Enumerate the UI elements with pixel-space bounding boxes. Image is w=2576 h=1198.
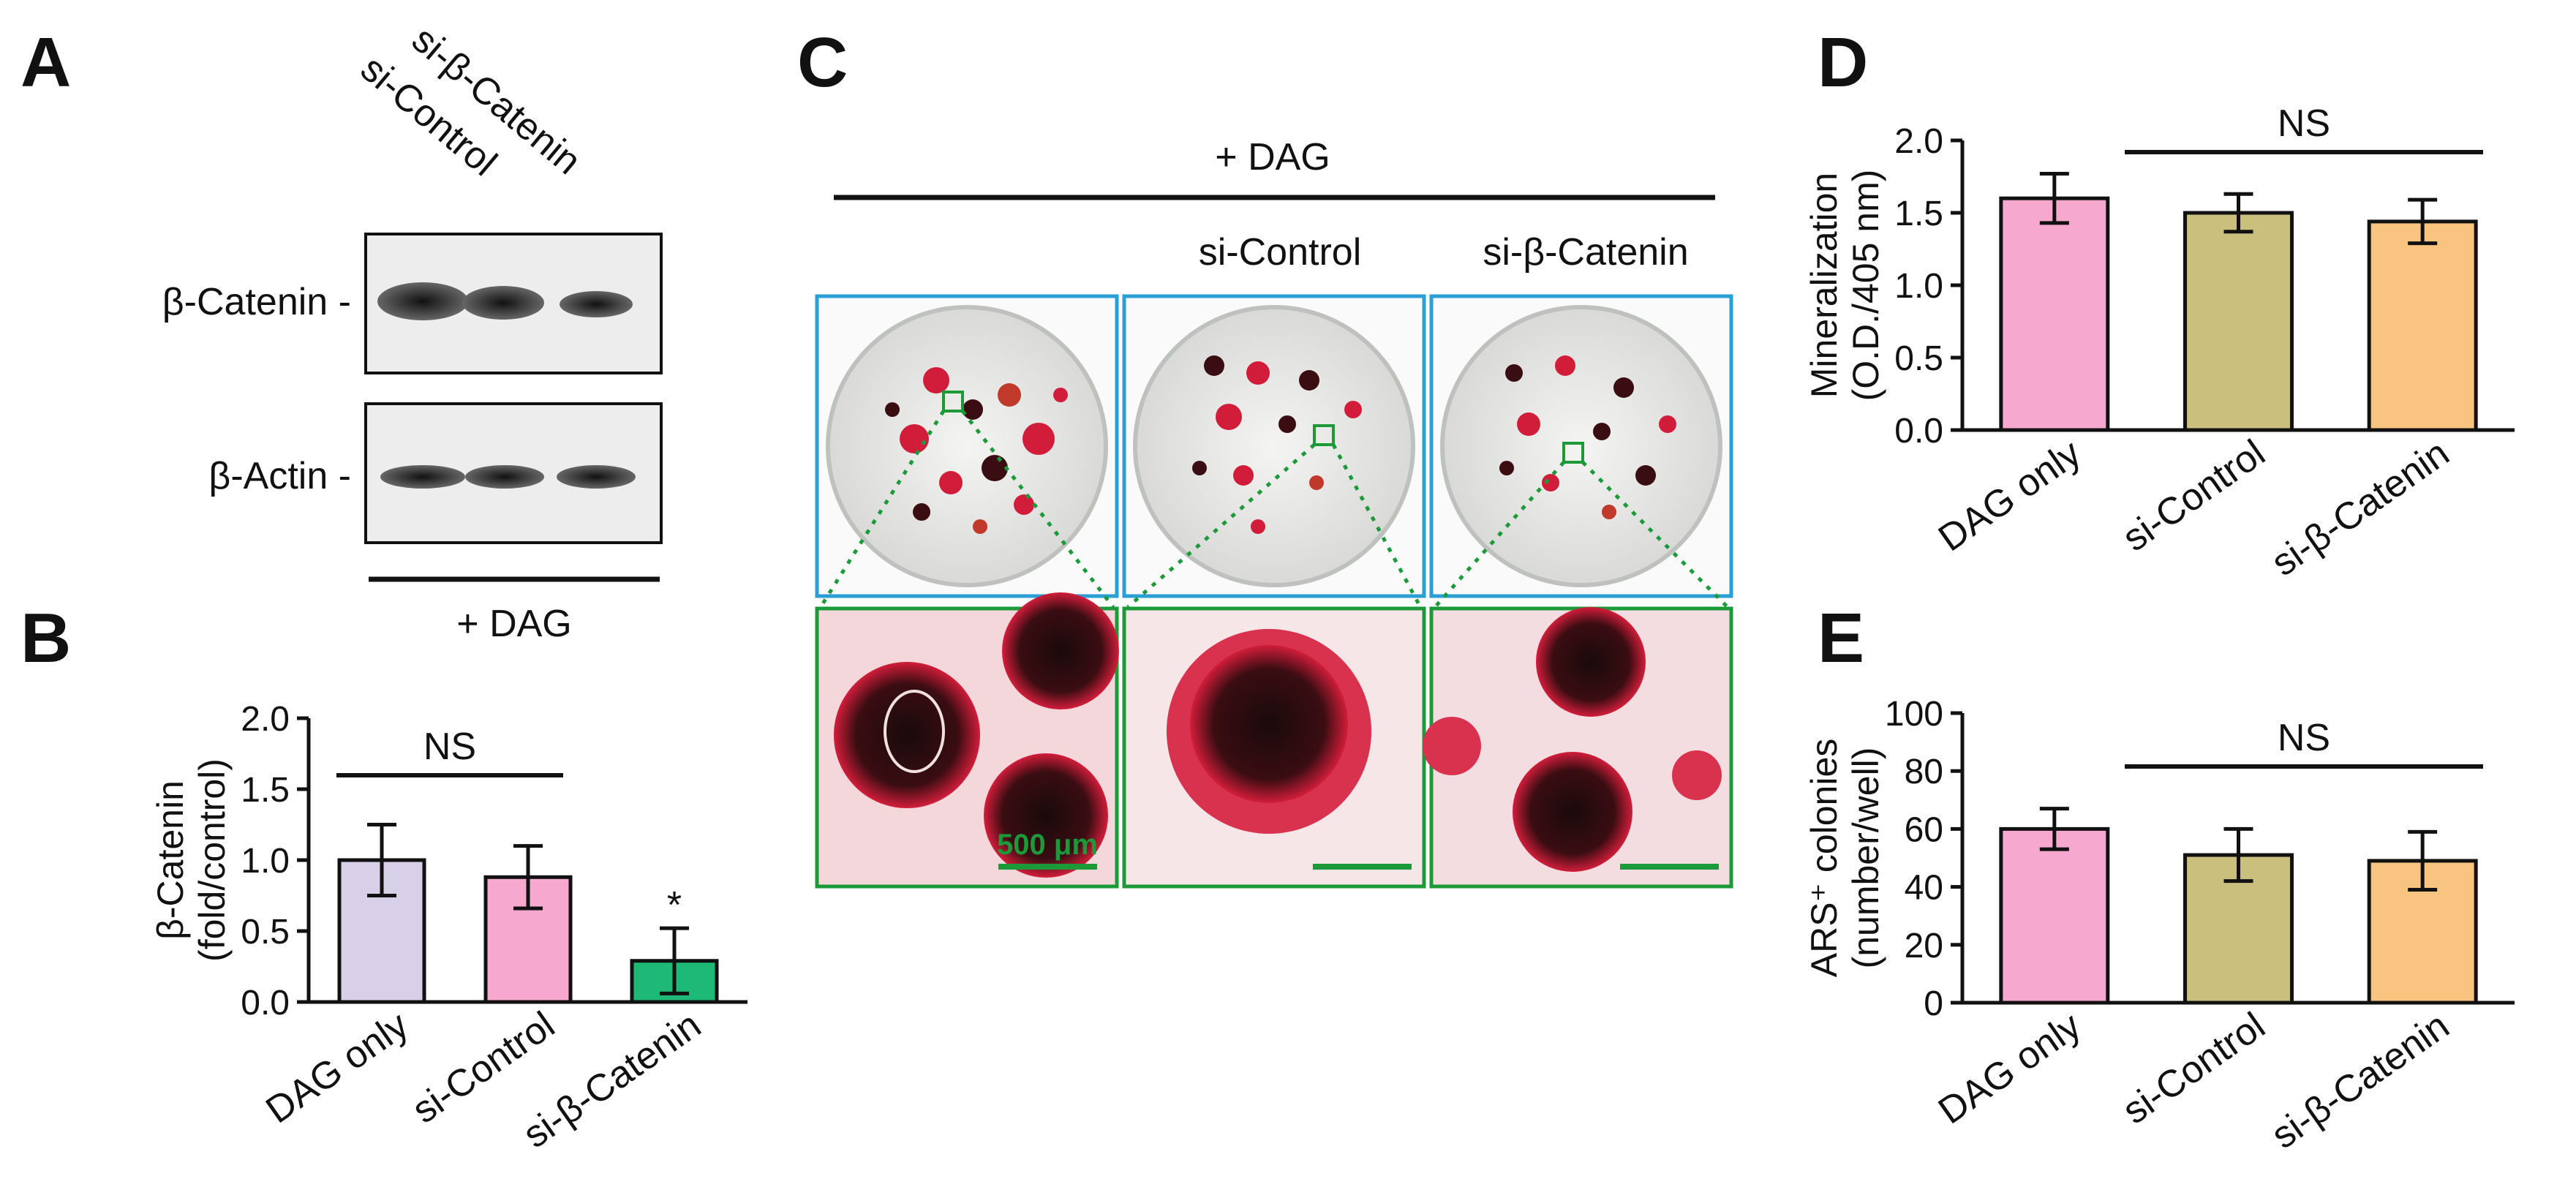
well-image-dag-only [815, 294, 1119, 598]
bar [2183, 211, 2294, 432]
panel-label-c: C [797, 23, 848, 102]
magnified-image-si-control [1122, 606, 1426, 889]
y-axis-label-unit: (O.D./405 nm) [1845, 170, 1886, 402]
chart-e: 0 20 40 60 80 100 ARS⁺ colonies (number/well) DA… [1804, 695, 2515, 1157]
y-axis-label-unit: (number/well) [1845, 747, 1886, 969]
magnified-image-dag-only: 500 μm [815, 592, 1119, 889]
y-tick-label: 2.0 [1894, 122, 1943, 161]
y-tick-label: 0.5 [1894, 339, 1943, 378]
panel-label-b: B [20, 599, 71, 677]
bar [2367, 219, 2478, 432]
treatment-label-c: + DAG [1215, 136, 1330, 178]
y-axis-label: Mineralization [1804, 173, 1845, 398]
blot-beta-actin [364, 402, 663, 544]
y-tick-label: 40 [1905, 869, 1943, 908]
y-axis-label: β-Catenin [150, 780, 191, 940]
y-tick-label: 1.0 [1894, 267, 1943, 306]
column-label-si-beta-catenin: si-β-Catenin [1483, 231, 1688, 274]
magnified-image-si-beta-catenin [1423, 606, 1733, 889]
bar [1999, 196, 2110, 432]
well-image-si-beta-catenin [1429, 294, 1733, 598]
y-tick-label: 0.0 [1894, 412, 1943, 451]
treatment-label-a: + DAG [456, 603, 572, 645]
significance-star: * [667, 884, 682, 927]
panel-label-e: E [1818, 599, 1864, 677]
category-label: si-β-Catenin [2264, 1004, 2457, 1157]
category-label: DAG only [1931, 432, 2089, 560]
y-tick-label: 80 [1905, 753, 1943, 791]
bar [1999, 826, 2110, 1005]
y-tick-label: 0.0 [241, 984, 290, 1022]
y-tick-label: 0.5 [241, 913, 290, 952]
y-tick-label: 1.5 [1894, 195, 1943, 233]
scale-bar-label: 500 μm [997, 829, 1098, 861]
category-label: DAG only [1931, 1004, 2089, 1132]
band-label-beta-actin: β-Actin - [208, 455, 351, 497]
y-tick-label: 100 [1885, 695, 1943, 734]
panel-label-a: A [20, 23, 71, 102]
blot-beta-catenin [364, 233, 663, 374]
bar [2183, 853, 2294, 1005]
category-label: DAG only [258, 1003, 416, 1131]
significance-label: NS [2278, 717, 2330, 759]
chart-b: 0.0 0.5 1.0 1.5 2.0 β-Catenin (fold/control) DA… [150, 700, 747, 1156]
band-label-beta-catenin: β-Catenin - [162, 281, 351, 323]
y-axis-label-unit: (fold/control) [192, 758, 233, 962]
panel-label-d: D [1818, 23, 1868, 102]
category-label: si-Control [2115, 432, 2273, 560]
y-axis-label: ARS⁺ colonies [1804, 739, 1845, 978]
y-tick-label: 2.0 [241, 700, 290, 739]
bar [337, 858, 426, 1004]
well-image-si-control [1122, 294, 1426, 598]
y-tick-label: 60 [1905, 810, 1943, 849]
zoom-lines [818, 410, 1729, 609]
significance-label: NS [2278, 102, 2330, 145]
chart-d: 0.0 0.5 1.0 1.5 2.0 Mineralization (O.D./405 n… [1804, 102, 2515, 584]
y-tick-label: 0 [1924, 984, 1943, 1023]
column-label-si-control: si-Control [1199, 231, 1362, 274]
y-tick-label: 1.5 [241, 771, 290, 810]
significance-label: NS [423, 726, 476, 768]
category-label: si-Control [2115, 1004, 2273, 1132]
y-tick-label: 1.0 [241, 842, 290, 881]
y-tick-label: 20 [1905, 927, 1943, 965]
category-label: si-β-Catenin [2264, 432, 2457, 584]
